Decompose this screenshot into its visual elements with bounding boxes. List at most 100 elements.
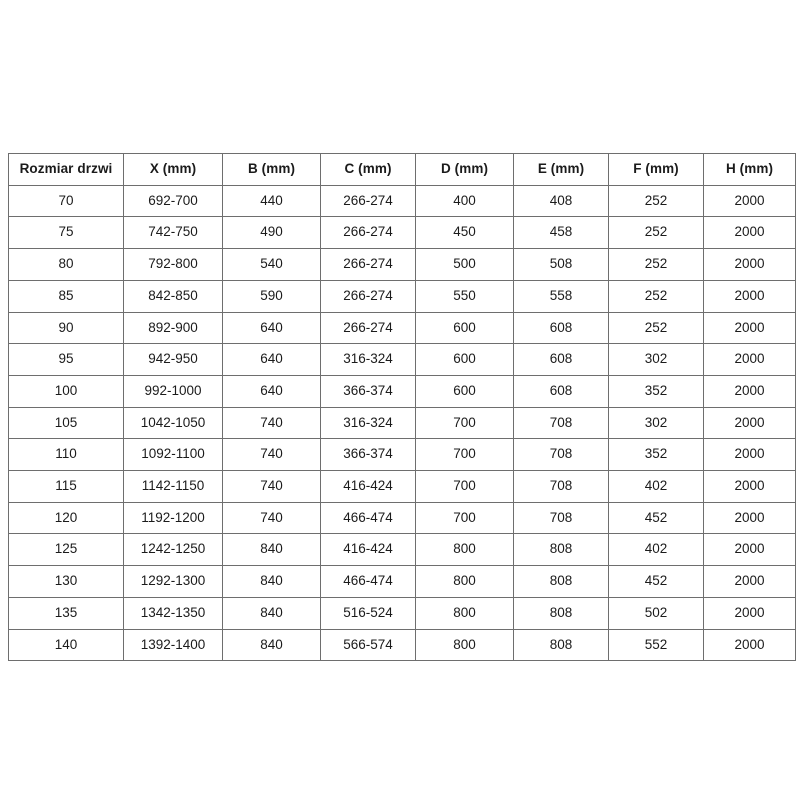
cell-c: 416-424 <box>320 470 416 503</box>
cell-e: 808 <box>513 565 609 598</box>
table-row: 85 842-850 590 266-274 550 558 252 2000 <box>8 279 796 313</box>
cell-x: 1042-1050 <box>123 406 223 440</box>
cell-h: 2000 <box>703 184 796 218</box>
table-row: 90 892-900 640 266-274 600 608 252 2000 <box>8 311 796 345</box>
cell-c: 366-374 <box>320 438 416 472</box>
cell-b: 540 <box>222 248 321 281</box>
cell-f: 252 <box>608 184 704 218</box>
cell-d: 700 <box>415 501 514 535</box>
cell-f: 302 <box>608 406 704 440</box>
cell-e: 608 <box>513 343 609 376</box>
cell-f: 252 <box>608 216 704 250</box>
table-row: 100 992-1000 640 366-374 600 608 352 200… <box>8 374 796 408</box>
cell-h: 2000 <box>703 628 796 662</box>
cell-b: 640 <box>222 374 321 408</box>
cell-b: 740 <box>222 438 321 472</box>
cell-e: 708 <box>513 438 609 472</box>
cell-e: 458 <box>513 216 609 250</box>
cell-e: 808 <box>513 628 609 662</box>
cell-e: 708 <box>513 501 609 535</box>
cell-c: 266-274 <box>320 184 416 218</box>
table-header-row: Rozmiar drzwi X (mm) B (mm) C (mm) D (mm… <box>8 153 796 186</box>
table-body: 70 692-700 440 266-274 400 408 252 2000 … <box>8 184 796 662</box>
cell-rozmiar-drzwi: 85 <box>8 279 124 313</box>
cell-c: 566-574 <box>320 628 416 662</box>
cell-h: 2000 <box>703 374 796 408</box>
cell-d: 600 <box>415 374 514 408</box>
cell-x: 1392-1400 <box>123 628 223 662</box>
cell-b: 740 <box>222 406 321 440</box>
cell-e: 408 <box>513 184 609 218</box>
table-row: 105 1042-1050 740 316-324 700 708 302 20… <box>8 406 796 440</box>
column-header-f: F (mm) <box>608 153 704 186</box>
cell-d: 700 <box>415 470 514 503</box>
cell-c: 266-274 <box>320 216 416 250</box>
cell-e: 708 <box>513 406 609 440</box>
cell-h: 2000 <box>703 311 796 345</box>
cell-c: 516-524 <box>320 596 416 630</box>
cell-rozmiar-drzwi: 90 <box>8 311 124 345</box>
cell-f: 252 <box>608 248 704 281</box>
cell-f: 452 <box>608 501 704 535</box>
cell-x: 1192-1200 <box>123 501 223 535</box>
column-header-b: B (mm) <box>222 153 321 186</box>
cell-h: 2000 <box>703 279 796 313</box>
cell-d: 500 <box>415 248 514 281</box>
cell-c: 266-274 <box>320 279 416 313</box>
cell-f: 252 <box>608 311 704 345</box>
cell-rozmiar-drzwi: 125 <box>8 533 124 567</box>
cell-b: 840 <box>222 596 321 630</box>
cell-b: 640 <box>222 343 321 376</box>
cell-e: 558 <box>513 279 609 313</box>
cell-c: 266-274 <box>320 248 416 281</box>
cell-rozmiar-drzwi: 80 <box>8 248 124 281</box>
cell-d: 700 <box>415 406 514 440</box>
cell-h: 2000 <box>703 470 796 503</box>
cell-b: 440 <box>222 184 321 218</box>
column-header-e: E (mm) <box>513 153 609 186</box>
cell-b: 740 <box>222 501 321 535</box>
cell-e: 808 <box>513 596 609 630</box>
table-row: 115 1142-1150 740 416-424 700 708 402 20… <box>8 470 796 503</box>
cell-x: 1242-1250 <box>123 533 223 567</box>
cell-x: 1092-1100 <box>123 438 223 472</box>
cell-f: 352 <box>608 374 704 408</box>
cell-h: 2000 <box>703 406 796 440</box>
table-row: 125 1242-1250 840 416-424 800 808 402 20… <box>8 533 796 567</box>
cell-h: 2000 <box>703 533 796 567</box>
cell-rozmiar-drzwi: 105 <box>8 406 124 440</box>
cell-h: 2000 <box>703 438 796 472</box>
cell-e: 608 <box>513 311 609 345</box>
table-header: Rozmiar drzwi X (mm) B (mm) C (mm) D (mm… <box>8 153 796 186</box>
cell-rozmiar-drzwi: 100 <box>8 374 124 408</box>
cell-d: 550 <box>415 279 514 313</box>
column-header-h: H (mm) <box>703 153 796 186</box>
cell-x: 942-950 <box>123 343 223 376</box>
cell-d: 800 <box>415 565 514 598</box>
cell-d: 800 <box>415 533 514 567</box>
cell-rozmiar-drzwi: 110 <box>8 438 124 472</box>
door-size-specification-table: Rozmiar drzwi X (mm) B (mm) C (mm) D (mm… <box>8 153 796 662</box>
cell-rozmiar-drzwi: 140 <box>8 628 124 662</box>
cell-f: 502 <box>608 596 704 630</box>
cell-c: 316-324 <box>320 343 416 376</box>
cell-rozmiar-drzwi: 135 <box>8 596 124 630</box>
cell-f: 402 <box>608 470 704 503</box>
cell-x: 692-700 <box>123 184 223 218</box>
table-row: 110 1092-1100 740 366-374 700 708 352 20… <box>8 438 796 472</box>
cell-rozmiar-drzwi: 115 <box>8 470 124 503</box>
cell-d: 800 <box>415 596 514 630</box>
cell-d: 600 <box>415 343 514 376</box>
cell-e: 808 <box>513 533 609 567</box>
column-header-x: X (mm) <box>123 153 223 186</box>
cell-e: 608 <box>513 374 609 408</box>
cell-d: 800 <box>415 628 514 662</box>
cell-b: 840 <box>222 565 321 598</box>
cell-b: 740 <box>222 470 321 503</box>
cell-c: 266-274 <box>320 311 416 345</box>
cell-h: 2000 <box>703 248 796 281</box>
cell-b: 840 <box>222 533 321 567</box>
table-row: 135 1342-1350 840 516-524 800 808 502 20… <box>8 596 796 630</box>
cell-x: 842-850 <box>123 279 223 313</box>
